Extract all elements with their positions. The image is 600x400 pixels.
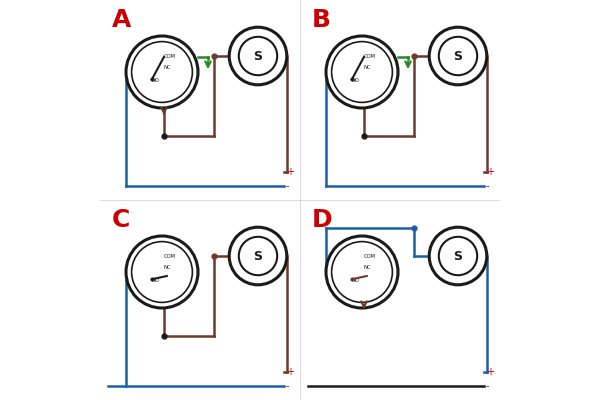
- Text: B: B: [312, 8, 331, 32]
- Text: -: -: [286, 181, 290, 191]
- Text: COM: COM: [364, 54, 376, 59]
- Text: NO: NO: [352, 278, 360, 282]
- Text: S: S: [454, 50, 463, 62]
- Text: +: +: [286, 367, 294, 377]
- Text: NO: NO: [352, 78, 360, 82]
- Text: NC: NC: [164, 265, 172, 270]
- Text: COM: COM: [364, 254, 376, 259]
- Circle shape: [229, 27, 287, 85]
- Text: NC: NC: [364, 265, 371, 270]
- Circle shape: [229, 227, 287, 285]
- Text: S: S: [254, 50, 263, 62]
- Text: S: S: [454, 250, 463, 262]
- Text: C: C: [112, 208, 130, 232]
- Circle shape: [126, 36, 198, 108]
- Circle shape: [429, 227, 487, 285]
- Text: COM: COM: [164, 254, 176, 259]
- Circle shape: [439, 37, 477, 75]
- Text: NC: NC: [164, 65, 172, 70]
- Text: S: S: [254, 250, 263, 262]
- Circle shape: [131, 242, 193, 302]
- Circle shape: [326, 236, 398, 308]
- Text: A: A: [112, 8, 131, 32]
- Text: NC: NC: [364, 65, 371, 70]
- Text: +: +: [486, 167, 494, 177]
- Circle shape: [429, 27, 487, 85]
- Circle shape: [332, 42, 392, 102]
- Circle shape: [126, 236, 198, 308]
- Circle shape: [326, 36, 398, 108]
- Text: -: -: [486, 381, 490, 391]
- Text: +: +: [486, 367, 494, 377]
- Text: NO: NO: [152, 278, 160, 282]
- Circle shape: [332, 242, 392, 302]
- Text: -: -: [286, 381, 290, 391]
- Circle shape: [439, 237, 477, 275]
- Text: -: -: [486, 181, 490, 191]
- Circle shape: [239, 37, 277, 75]
- Circle shape: [239, 237, 277, 275]
- Text: NO: NO: [152, 78, 160, 82]
- Text: +: +: [286, 167, 294, 177]
- Text: D: D: [312, 208, 332, 232]
- Text: COM: COM: [164, 54, 176, 59]
- Circle shape: [131, 42, 193, 102]
